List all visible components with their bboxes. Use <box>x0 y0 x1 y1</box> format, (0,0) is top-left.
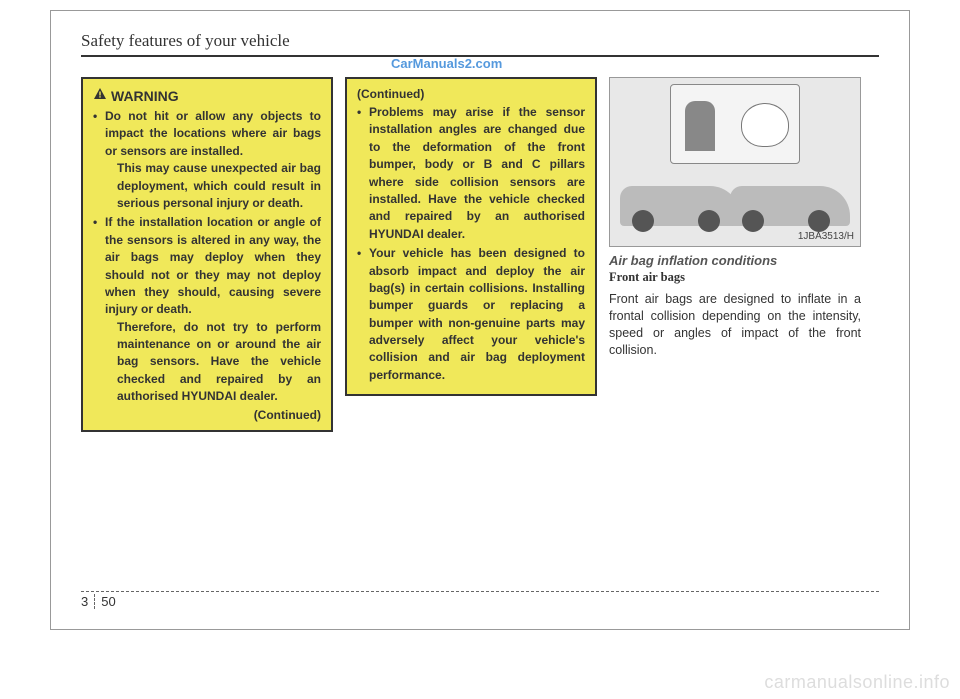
warning-bullet: Your vehicle has been designed to absorb… <box>357 245 585 384</box>
airbag-icon <box>741 103 789 147</box>
subheading-bold: Front air bags <box>609 270 861 285</box>
continued-top-label: (Continued) <box>357 87 585 101</box>
warning-bullet: If the installation location or angle of… <box>93 214 321 405</box>
wheel-icon <box>742 210 764 232</box>
wheel-icon <box>632 210 654 232</box>
watermark-bottom: carmanualsonline.info <box>764 672 950 693</box>
car-right-icon <box>730 186 850 226</box>
airbag-illustration: 1JBA3513/H <box>609 77 861 247</box>
header-title: Safety features of your vehicle <box>81 31 879 51</box>
illustration-code: 1JBA3513/H <box>798 231 854 242</box>
warning-box-1: WARNING Do not hit or allow any objects … <box>81 77 333 432</box>
warning-subtext: This may cause unexpected air bag deploy… <box>105 160 321 212</box>
warning-text: If the installation location or angle of… <box>105 215 321 316</box>
warning-subtext: Therefore, do not try to perform mainten… <box>105 319 321 406</box>
warning-text: Do not hit or allow any objects to impac… <box>105 109 321 158</box>
right-column: 1JBA3513/H Air bag inflation conditions … <box>609 77 861 432</box>
warning-bullet: Problems may arise if the sensor install… <box>357 104 585 243</box>
footer-section-number: 3 <box>81 594 88 609</box>
wheel-icon <box>698 210 720 232</box>
car-scene <box>620 166 850 226</box>
car-left-icon <box>620 186 740 226</box>
warning-box-2: (Continued) Problems may arise if the se… <box>345 77 597 396</box>
warning-text: Problems may arise if the sensor install… <box>369 105 585 241</box>
warning-header: WARNING <box>93 87 321 104</box>
footer-page-number: 50 <box>94 594 115 609</box>
continued-label: (Continued) <box>93 408 321 422</box>
warning-list-1: Do not hit or allow any objects to impac… <box>93 108 321 406</box>
page-container: Safety features of your vehicle CarManua… <box>50 10 910 630</box>
warning-list-2: Problems may arise if the sensor install… <box>357 104 585 384</box>
person-icon <box>685 101 715 151</box>
content-columns: WARNING Do not hit or allow any objects … <box>81 77 879 432</box>
page-header: Safety features of your vehicle <box>81 31 879 57</box>
warning-text: Your vehicle has been designed to absorb… <box>369 246 585 382</box>
subheading-italic: Air bag inflation conditions <box>609 253 861 268</box>
warning-label: WARNING <box>111 88 179 104</box>
warning-bullet: Do not hit or allow any objects to impac… <box>93 108 321 212</box>
page-footer: 3 50 <box>81 591 879 609</box>
wheel-icon <box>808 210 830 232</box>
body-paragraph: Front air bags are designed to inflate i… <box>609 291 861 359</box>
watermark-top: CarManuals2.com <box>391 56 502 71</box>
callout-box <box>670 84 800 164</box>
warning-triangle-icon <box>93 87 107 104</box>
